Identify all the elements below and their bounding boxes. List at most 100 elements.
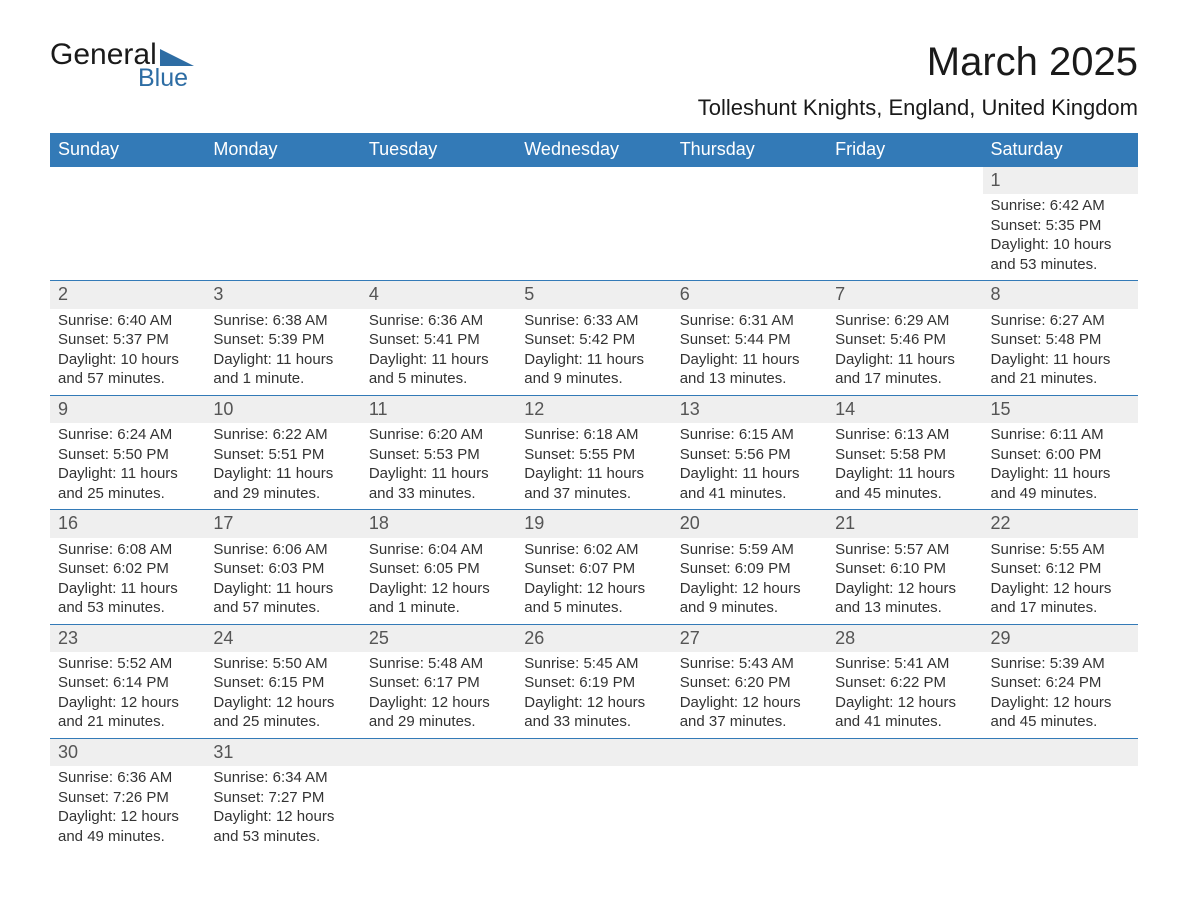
day-number: 17 <box>205 510 360 537</box>
daylight-text: Daylight: 12 hours and 53 minutes. <box>213 807 352 846</box>
calendar-cell-num: 26 <box>516 624 671 652</box>
calendar-cell-detail: Sunrise: 5:59 AMSunset: 6:09 PMDaylight:… <box>672 538 827 625</box>
sunrise-text: Sunrise: 5:52 AM <box>58 654 197 674</box>
daylight-text: Daylight: 11 hours and 1 minute. <box>213 350 352 389</box>
calendar-cell-num: 16 <box>50 510 205 538</box>
day-number: 3 <box>205 281 360 308</box>
day-number: 12 <box>516 396 671 423</box>
calendar-cell-detail: Sunrise: 5:39 AMSunset: 6:24 PMDaylight:… <box>983 652 1138 739</box>
sunset-text: Sunset: 5:53 PM <box>369 445 508 465</box>
daylight-text: Daylight: 11 hours and 37 minutes. <box>524 464 663 503</box>
day-detail: Sunrise: 6:08 AMSunset: 6:02 PMDaylight:… <box>50 538 205 624</box>
sunset-text: Sunset: 5:39 PM <box>213 330 352 350</box>
day-number: 1 <box>983 167 1138 194</box>
sunset-text: Sunset: 5:42 PM <box>524 330 663 350</box>
sunrise-text: Sunrise: 6:08 AM <box>58 540 197 560</box>
sunset-text: Sunset: 5:56 PM <box>680 445 819 465</box>
calendar-cell-num: 29 <box>983 624 1138 652</box>
sunset-text: Sunset: 5:35 PM <box>991 216 1130 236</box>
day-number: 11 <box>361 396 516 423</box>
sunrise-text: Sunrise: 6:38 AM <box>213 311 352 331</box>
day-number: 30 <box>50 739 205 766</box>
calendar-cell-num: 20 <box>672 510 827 538</box>
calendar-cell-num <box>516 738 671 766</box>
sunset-text: Sunset: 5:55 PM <box>524 445 663 465</box>
calendar-cell-detail: Sunrise: 6:38 AMSunset: 5:39 PMDaylight:… <box>205 309 360 396</box>
calendar-cell-detail: Sunrise: 6:29 AMSunset: 5:46 PMDaylight:… <box>827 309 982 396</box>
sunset-text: Sunset: 7:26 PM <box>58 788 197 808</box>
calendar-cell-detail: Sunrise: 5:57 AMSunset: 6:10 PMDaylight:… <box>827 538 982 625</box>
sunrise-text: Sunrise: 6:36 AM <box>369 311 508 331</box>
calendar-cell-num: 12 <box>516 395 671 423</box>
day-detail: Sunrise: 5:41 AMSunset: 6:22 PMDaylight:… <box>827 652 982 738</box>
day-header: Monday <box>205 133 360 167</box>
calendar-cell-num: 25 <box>361 624 516 652</box>
sunrise-text: Sunrise: 6:20 AM <box>369 425 508 445</box>
calendar-cell-num <box>516 167 671 195</box>
calendar-cell-detail <box>672 766 827 852</box>
day-number: 20 <box>672 510 827 537</box>
sunset-text: Sunset: 7:27 PM <box>213 788 352 808</box>
day-detail: Sunrise: 5:39 AMSunset: 6:24 PMDaylight:… <box>983 652 1138 738</box>
day-number: 15 <box>983 396 1138 423</box>
daylight-text: Daylight: 12 hours and 41 minutes. <box>835 693 974 732</box>
daylight-text: Daylight: 11 hours and 57 minutes. <box>213 579 352 618</box>
day-detail: Sunrise: 6:31 AMSunset: 5:44 PMDaylight:… <box>672 309 827 395</box>
day-header: Tuesday <box>361 133 516 167</box>
day-detail: Sunrise: 6:36 AMSunset: 7:26 PMDaylight:… <box>50 766 205 852</box>
calendar-cell-num: 27 <box>672 624 827 652</box>
sunset-text: Sunset: 5:51 PM <box>213 445 352 465</box>
calendar-cell-detail: Sunrise: 5:41 AMSunset: 6:22 PMDaylight:… <box>827 652 982 739</box>
day-number: 19 <box>516 510 671 537</box>
day-detail: Sunrise: 5:50 AMSunset: 6:15 PMDaylight:… <box>205 652 360 738</box>
day-number: 14 <box>827 396 982 423</box>
location-subtitle: Tolleshunt Knights, England, United King… <box>698 95 1138 121</box>
calendar-cell-detail <box>827 766 982 852</box>
daylight-text: Daylight: 11 hours and 9 minutes. <box>524 350 663 389</box>
calendar-cell-num: 15 <box>983 395 1138 423</box>
calendar-cell-detail: Sunrise: 6:31 AMSunset: 5:44 PMDaylight:… <box>672 309 827 396</box>
day-detail: Sunrise: 6:38 AMSunset: 5:39 PMDaylight:… <box>205 309 360 395</box>
day-detail: Sunrise: 6:40 AMSunset: 5:37 PMDaylight:… <box>50 309 205 395</box>
sunrise-text: Sunrise: 5:59 AM <box>680 540 819 560</box>
sunrise-text: Sunrise: 5:45 AM <box>524 654 663 674</box>
sunset-text: Sunset: 6:14 PM <box>58 673 197 693</box>
calendar-cell-detail: Sunrise: 6:08 AMSunset: 6:02 PMDaylight:… <box>50 538 205 625</box>
daylight-text: Daylight: 11 hours and 33 minutes. <box>369 464 508 503</box>
sunset-text: Sunset: 5:50 PM <box>58 445 197 465</box>
day-header: Wednesday <box>516 133 671 167</box>
sunrise-text: Sunrise: 5:43 AM <box>680 654 819 674</box>
day-detail: Sunrise: 6:34 AMSunset: 7:27 PMDaylight:… <box>205 766 360 852</box>
calendar-cell-detail: Sunrise: 6:02 AMSunset: 6:07 PMDaylight:… <box>516 538 671 625</box>
day-number: 7 <box>827 281 982 308</box>
sunset-text: Sunset: 6:17 PM <box>369 673 508 693</box>
sunset-text: Sunset: 6:02 PM <box>58 559 197 579</box>
calendar-cell-detail: Sunrise: 6:18 AMSunset: 5:55 PMDaylight:… <box>516 423 671 510</box>
day-detail: Sunrise: 5:57 AMSunset: 6:10 PMDaylight:… <box>827 538 982 624</box>
daylight-text: Daylight: 12 hours and 29 minutes. <box>369 693 508 732</box>
calendar-cell-num <box>50 167 205 195</box>
calendar-cell-num: 6 <box>672 281 827 309</box>
calendar-cell-detail: Sunrise: 5:48 AMSunset: 6:17 PMDaylight:… <box>361 652 516 739</box>
daylight-text: Daylight: 12 hours and 1 minute. <box>369 579 508 618</box>
calendar-cell-num: 22 <box>983 510 1138 538</box>
calendar-cell-detail: Sunrise: 6:33 AMSunset: 5:42 PMDaylight:… <box>516 309 671 396</box>
day-detail: Sunrise: 5:48 AMSunset: 6:17 PMDaylight:… <box>361 652 516 738</box>
calendar-cell-detail: Sunrise: 5:52 AMSunset: 6:14 PMDaylight:… <box>50 652 205 739</box>
sunset-text: Sunset: 6:09 PM <box>680 559 819 579</box>
day-detail: Sunrise: 6:02 AMSunset: 6:07 PMDaylight:… <box>516 538 671 624</box>
calendar-cell-num <box>672 738 827 766</box>
calendar-cell-detail: Sunrise: 5:45 AMSunset: 6:19 PMDaylight:… <box>516 652 671 739</box>
day-number: 24 <box>205 625 360 652</box>
calendar-cell-num: 13 <box>672 395 827 423</box>
day-detail: Sunrise: 5:45 AMSunset: 6:19 PMDaylight:… <box>516 652 671 738</box>
calendar-cell-detail: Sunrise: 6:13 AMSunset: 5:58 PMDaylight:… <box>827 423 982 510</box>
sunset-text: Sunset: 6:10 PM <box>835 559 974 579</box>
calendar-cell-detail: Sunrise: 5:50 AMSunset: 6:15 PMDaylight:… <box>205 652 360 739</box>
sunset-text: Sunset: 5:46 PM <box>835 330 974 350</box>
calendar-cell-detail: Sunrise: 6:36 AMSunset: 7:26 PMDaylight:… <box>50 766 205 852</box>
daylight-text: Daylight: 11 hours and 29 minutes. <box>213 464 352 503</box>
sunset-text: Sunset: 5:48 PM <box>991 330 1130 350</box>
calendar-cell-detail: Sunrise: 6:20 AMSunset: 5:53 PMDaylight:… <box>361 423 516 510</box>
sunrise-text: Sunrise: 6:29 AM <box>835 311 974 331</box>
